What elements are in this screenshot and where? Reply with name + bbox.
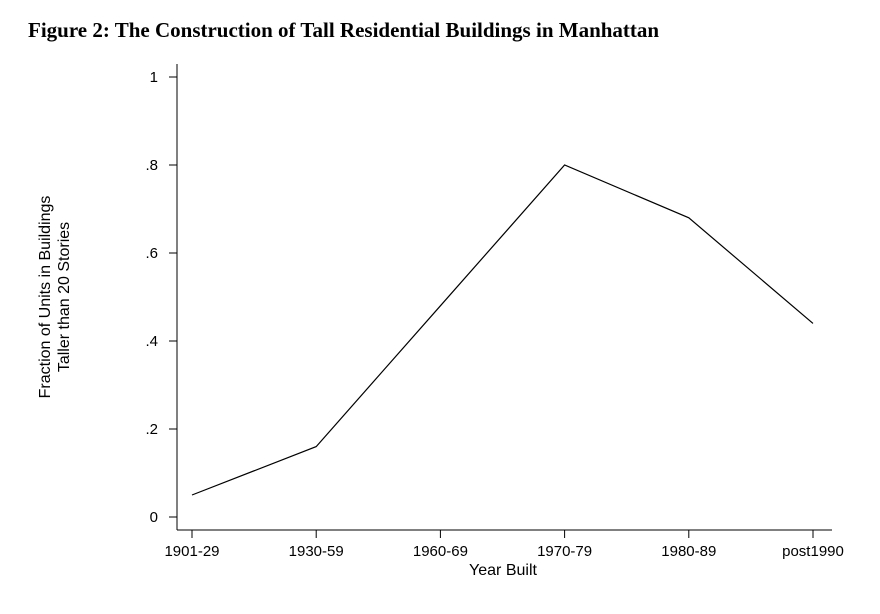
y-axis-label-line-2: Taller than 20 Stories xyxy=(56,222,73,372)
x-tick-label: post1990 xyxy=(782,543,844,560)
series-line xyxy=(191,164,814,496)
x-tick-label: 1960-69 xyxy=(413,543,468,560)
x-tick-label: 1980-89 xyxy=(661,543,716,560)
x-tick-label: 1901-29 xyxy=(164,543,219,560)
y-tick-label: .8 xyxy=(145,157,158,174)
y-ticks: 0 .2 .4 .6 .8 1 xyxy=(145,69,177,526)
x-axis-label: Year Built xyxy=(469,562,537,579)
x-tick-label: 1930-59 xyxy=(289,543,344,560)
x-tick-label: 1970-79 xyxy=(537,543,592,560)
y-tick-label: .6 xyxy=(145,245,158,262)
y-axis-label-line-1: Fraction of Units in Buildings xyxy=(37,196,54,399)
y-tick-label: .4 xyxy=(145,333,158,350)
chart-title: Figure 2: The Construction of Tall Resid… xyxy=(28,18,660,42)
y-tick-label: 1 xyxy=(150,69,158,86)
axes xyxy=(176,64,832,531)
y-tick-label: 0 xyxy=(150,509,158,526)
y-tick-label: .2 xyxy=(145,421,158,438)
y-axis-label: Fraction of Units in Buildings Taller th… xyxy=(37,196,73,399)
x-ticks: 1901-29 1930-59 1960-69 1970-79 1980-89 post1… xyxy=(164,530,844,560)
